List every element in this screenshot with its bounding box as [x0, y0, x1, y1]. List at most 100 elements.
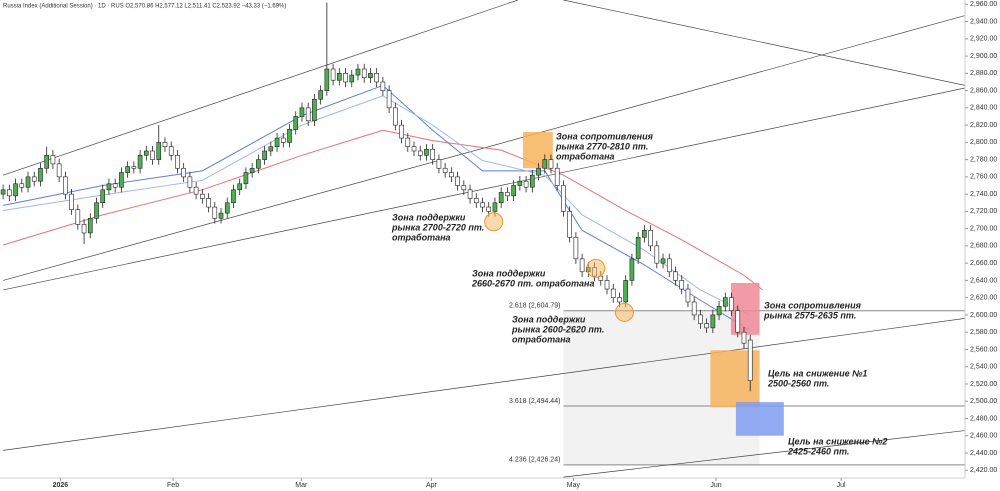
y-tick-label: 2,560.00: [970, 346, 997, 353]
candle-body: [691, 301, 697, 316]
candle-body: [293, 116, 299, 130]
candle-body: [623, 280, 629, 303]
candle-body: [131, 166, 137, 169]
candle-body: [536, 167, 541, 176]
candle-body: [573, 236, 579, 260]
y-tick-label: 2,900.00: [970, 53, 997, 60]
candle-body: [13, 183, 18, 197]
candle-body: [517, 180, 523, 186]
fib-label: 2.618 (2,604.79): [509, 303, 560, 310]
annotation: отработана: [512, 334, 571, 344]
y-tick-label: 2,960.00: [970, 1, 997, 8]
annotation: Зона поддержки: [392, 212, 466, 222]
candle-body: [735, 310, 741, 333]
candle-body: [112, 183, 118, 188]
candle-body: [193, 186, 199, 195]
candle-body: [660, 258, 666, 264]
candle-body: [635, 236, 641, 260]
candle-body: [548, 159, 554, 169]
candle-body: [224, 202, 230, 214]
candle-body: [511, 185, 516, 197]
candle-body: [75, 209, 81, 225]
candle-body: [561, 185, 566, 212]
zone: [730, 283, 760, 335]
x-tick-label: Jul: [837, 482, 846, 489]
y-tick-label: 2,820.00: [970, 122, 997, 129]
candle-body: [648, 230, 653, 247]
candle-body: [200, 193, 205, 199]
candle-body: [498, 192, 504, 204]
y-tick-label: 2,760.00: [970, 174, 997, 181]
candle-body: [312, 98, 317, 122]
annotation: Цель на снижение №2: [788, 436, 887, 446]
x-tick-label: Mar: [295, 482, 308, 489]
trendline: [3, 318, 965, 451]
candle-body: [610, 288, 616, 298]
annotation: Зона сопротивления: [764, 300, 862, 310]
candle-body: [747, 339, 753, 381]
y-tick-label: 2,800.00: [970, 139, 997, 146]
candle-body: [81, 224, 87, 234]
annotation: рынка 2770-2810 пт.: [555, 141, 648, 151]
candle-body: [212, 206, 218, 219]
candle-body: [349, 74, 355, 83]
candle-body: [87, 217, 93, 234]
candle-body: [673, 271, 678, 281]
candle-body: [44, 155, 50, 169]
candle-body: [330, 68, 336, 81]
moving-average: [3, 95, 751, 316]
candle-body: [280, 137, 286, 143]
y-tick-label: 2,520.00: [970, 381, 997, 388]
candle-body: [473, 198, 479, 204]
candle-body: [237, 183, 243, 191]
y-tick-label: 2,580.00: [970, 329, 997, 336]
candle-body: [722, 297, 728, 307]
candle-body: [31, 176, 37, 182]
candle-body: [374, 73, 379, 83]
candle-body: [741, 331, 747, 344]
candle-body: [343, 73, 348, 83]
candle-body: [137, 155, 143, 169]
candle-body: [25, 176, 31, 188]
candle-body: [617, 297, 622, 303]
candle-body: [324, 68, 330, 91]
candle-body: [94, 202, 99, 219]
annotation: Цель на снижение №1: [768, 368, 867, 378]
candle-body: [399, 124, 404, 139]
candle-body: [56, 163, 62, 178]
candle-body: [411, 146, 417, 152]
y-tick-label: 2,940.00: [970, 18, 997, 25]
candle-body: [274, 137, 280, 147]
support-marker: [484, 212, 504, 232]
y-tick-label: 2,660.00: [970, 260, 997, 267]
candle-body: [305, 107, 311, 122]
x-tick-label: Apr: [426, 482, 438, 489]
header: Russia Index (Additional Session) · 1D ·…: [3, 4, 286, 10]
candle-body: [355, 68, 361, 76]
y-tick-label: 2,440.00: [970, 450, 997, 457]
candle-body: [424, 148, 429, 156]
y-tick-label: 2,860.00: [970, 87, 997, 94]
candle-body: [554, 167, 560, 186]
candle-body: [38, 167, 43, 182]
candle-body: [175, 155, 180, 169]
candle-body: [100, 189, 106, 204]
candle-body: [380, 81, 386, 91]
annotation: отработана: [392, 232, 451, 242]
candle-body: [69, 193, 74, 210]
candle-body: [243, 172, 249, 185]
candle-body: [629, 258, 635, 281]
candle-body: [492, 202, 498, 212]
candle-body: [436, 159, 442, 169]
x-tick-label: Jun: [710, 482, 721, 489]
y-tick-label: 2,840.00: [970, 105, 997, 112]
candle-body: [567, 211, 572, 238]
annotation: 2425-2460 пт.: [787, 446, 849, 456]
candle-body: [467, 189, 473, 199]
annotation: Зона поддержки: [512, 314, 586, 324]
zone: [735, 402, 784, 436]
y-tick-label: 2,420.00: [970, 467, 997, 474]
annotation: Зона сопротивления: [556, 131, 654, 141]
annotation: 2660-2670 пт. отработана: [471, 278, 594, 288]
